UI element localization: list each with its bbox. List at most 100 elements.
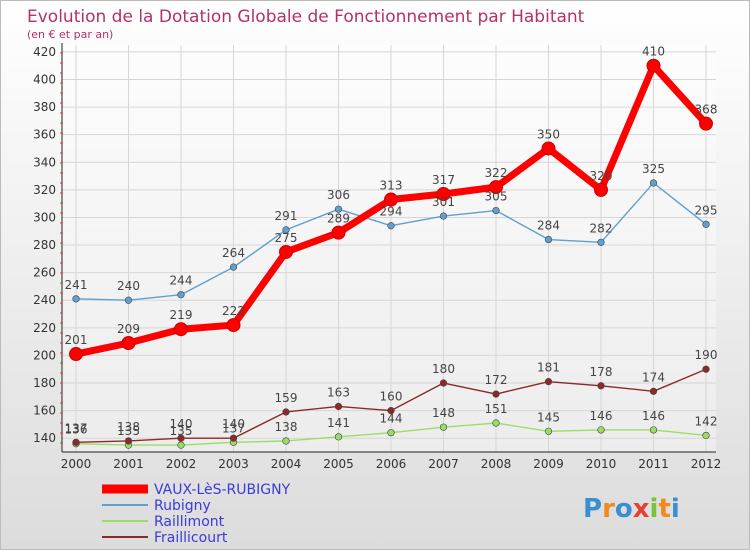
x-tick-label: 2002 bbox=[166, 457, 197, 471]
data-label: 350 bbox=[537, 127, 560, 141]
data-point bbox=[597, 426, 605, 434]
data-label: 294 bbox=[380, 205, 403, 219]
data-label: 410 bbox=[642, 45, 665, 59]
legend-label-0: VAUX-LèS-RUBIGNY bbox=[154, 482, 291, 498]
data-label: 289 bbox=[327, 212, 350, 226]
data-label: 140 bbox=[222, 417, 245, 431]
data-label: 275 bbox=[275, 231, 298, 245]
data-label: 368 bbox=[695, 103, 718, 117]
data-point bbox=[177, 441, 185, 449]
data-label: 295 bbox=[695, 203, 718, 217]
data-label: 222 bbox=[222, 304, 245, 318]
data-point bbox=[387, 429, 395, 437]
data-label: 137 bbox=[222, 421, 245, 435]
legend-label-3: Fraillicourt bbox=[154, 530, 228, 546]
data-point bbox=[541, 141, 556, 156]
data-point bbox=[544, 378, 553, 386]
y-tick-label: 140 bbox=[33, 431, 56, 445]
data-point bbox=[124, 437, 133, 445]
data-point bbox=[226, 318, 241, 333]
y-tick-label: 220 bbox=[33, 321, 56, 335]
chart-subtitle: (en € et par an) bbox=[27, 28, 113, 41]
x-tick-label: 2005 bbox=[323, 457, 354, 471]
logo-letter: o bbox=[615, 494, 633, 524]
data-label: 209 bbox=[117, 322, 140, 336]
y-tick-label: 360 bbox=[33, 128, 56, 142]
data-label: 172 bbox=[485, 373, 508, 387]
data-label: 138 bbox=[117, 420, 140, 434]
x-tick-label: 2012 bbox=[691, 457, 722, 471]
x-tick-label: 2001 bbox=[113, 457, 144, 471]
data-point bbox=[544, 427, 553, 435]
data-point bbox=[436, 187, 451, 202]
data-label: 219 bbox=[170, 308, 193, 322]
x-tick-label: 2008 bbox=[481, 457, 512, 471]
grid-layer bbox=[62, 45, 716, 452]
y-tick-label: 180 bbox=[33, 376, 56, 390]
chart-title: Evolution de la Dotation Globale de Fonc… bbox=[27, 7, 585, 27]
data-label: 282 bbox=[590, 221, 613, 235]
y-tick-label: 160 bbox=[33, 404, 56, 418]
data-point bbox=[597, 382, 605, 390]
logo-letter: P bbox=[583, 494, 602, 524]
data-point bbox=[334, 433, 343, 441]
data-label: 301 bbox=[432, 195, 455, 209]
data-label: 140 bbox=[170, 417, 193, 431]
y-tick-label: 300 bbox=[33, 210, 56, 224]
data-point bbox=[384, 192, 398, 207]
data-label: 325 bbox=[642, 162, 665, 176]
axis-layer: 140 160 180 200 220 240 260 280 300 320 340 360 380 4… bbox=[33, 43, 721, 471]
data-label: 241 bbox=[65, 278, 88, 292]
data-point bbox=[594, 182, 608, 197]
data-point bbox=[282, 226, 290, 234]
y-tick-label: 200 bbox=[33, 348, 56, 362]
logo-letter: x bbox=[633, 494, 650, 524]
x-tick-label: 2000 bbox=[61, 457, 92, 471]
data-label: 145 bbox=[537, 410, 560, 424]
data-point bbox=[229, 434, 238, 442]
logo-letter: i bbox=[671, 494, 680, 524]
y-tick-label: 380 bbox=[33, 100, 56, 114]
data-label: 138 bbox=[275, 420, 298, 434]
data-point bbox=[177, 434, 185, 442]
logo-letter: i bbox=[650, 494, 659, 524]
data-point bbox=[229, 263, 238, 271]
data-label: 264 bbox=[222, 246, 245, 260]
data-point bbox=[649, 179, 658, 187]
data-label: 160 bbox=[380, 390, 403, 404]
data-point bbox=[492, 206, 500, 215]
data-label: 136 bbox=[65, 423, 88, 437]
data-point bbox=[439, 423, 448, 431]
data-label: 159 bbox=[275, 391, 298, 405]
data-point bbox=[177, 291, 185, 299]
data-label: 240 bbox=[117, 279, 140, 293]
data-label: 178 bbox=[590, 365, 613, 379]
data-point bbox=[334, 205, 343, 213]
data-point bbox=[649, 426, 658, 434]
x-tick-label: 2007 bbox=[428, 457, 459, 471]
x-tick-label: 2009 bbox=[533, 457, 564, 471]
data-label: 181 bbox=[537, 361, 560, 375]
data-label: 135 bbox=[170, 424, 193, 438]
y-tick-label: 280 bbox=[33, 238, 56, 252]
data-point bbox=[439, 379, 448, 387]
data-label: 142 bbox=[695, 414, 718, 428]
data-label: 151 bbox=[485, 402, 508, 416]
y-tick-label: 400 bbox=[33, 72, 56, 86]
x-tick-label: 2010 bbox=[586, 457, 617, 471]
data-point bbox=[282, 408, 290, 416]
data-point bbox=[702, 431, 710, 440]
data-label: 201 bbox=[65, 333, 88, 347]
x-tick-label: 2006 bbox=[376, 457, 407, 471]
data-label: 137 bbox=[65, 421, 88, 435]
data-point bbox=[489, 180, 503, 195]
legend-label-1: Rubigny bbox=[154, 498, 211, 514]
data-label: 320 bbox=[590, 169, 613, 183]
data-label: 135 bbox=[117, 424, 140, 438]
data-point bbox=[124, 296, 133, 304]
data-label: 291 bbox=[275, 209, 298, 223]
data-label: 146 bbox=[642, 409, 665, 423]
data-point bbox=[702, 220, 710, 228]
x-tick-label: 2011 bbox=[638, 457, 669, 471]
